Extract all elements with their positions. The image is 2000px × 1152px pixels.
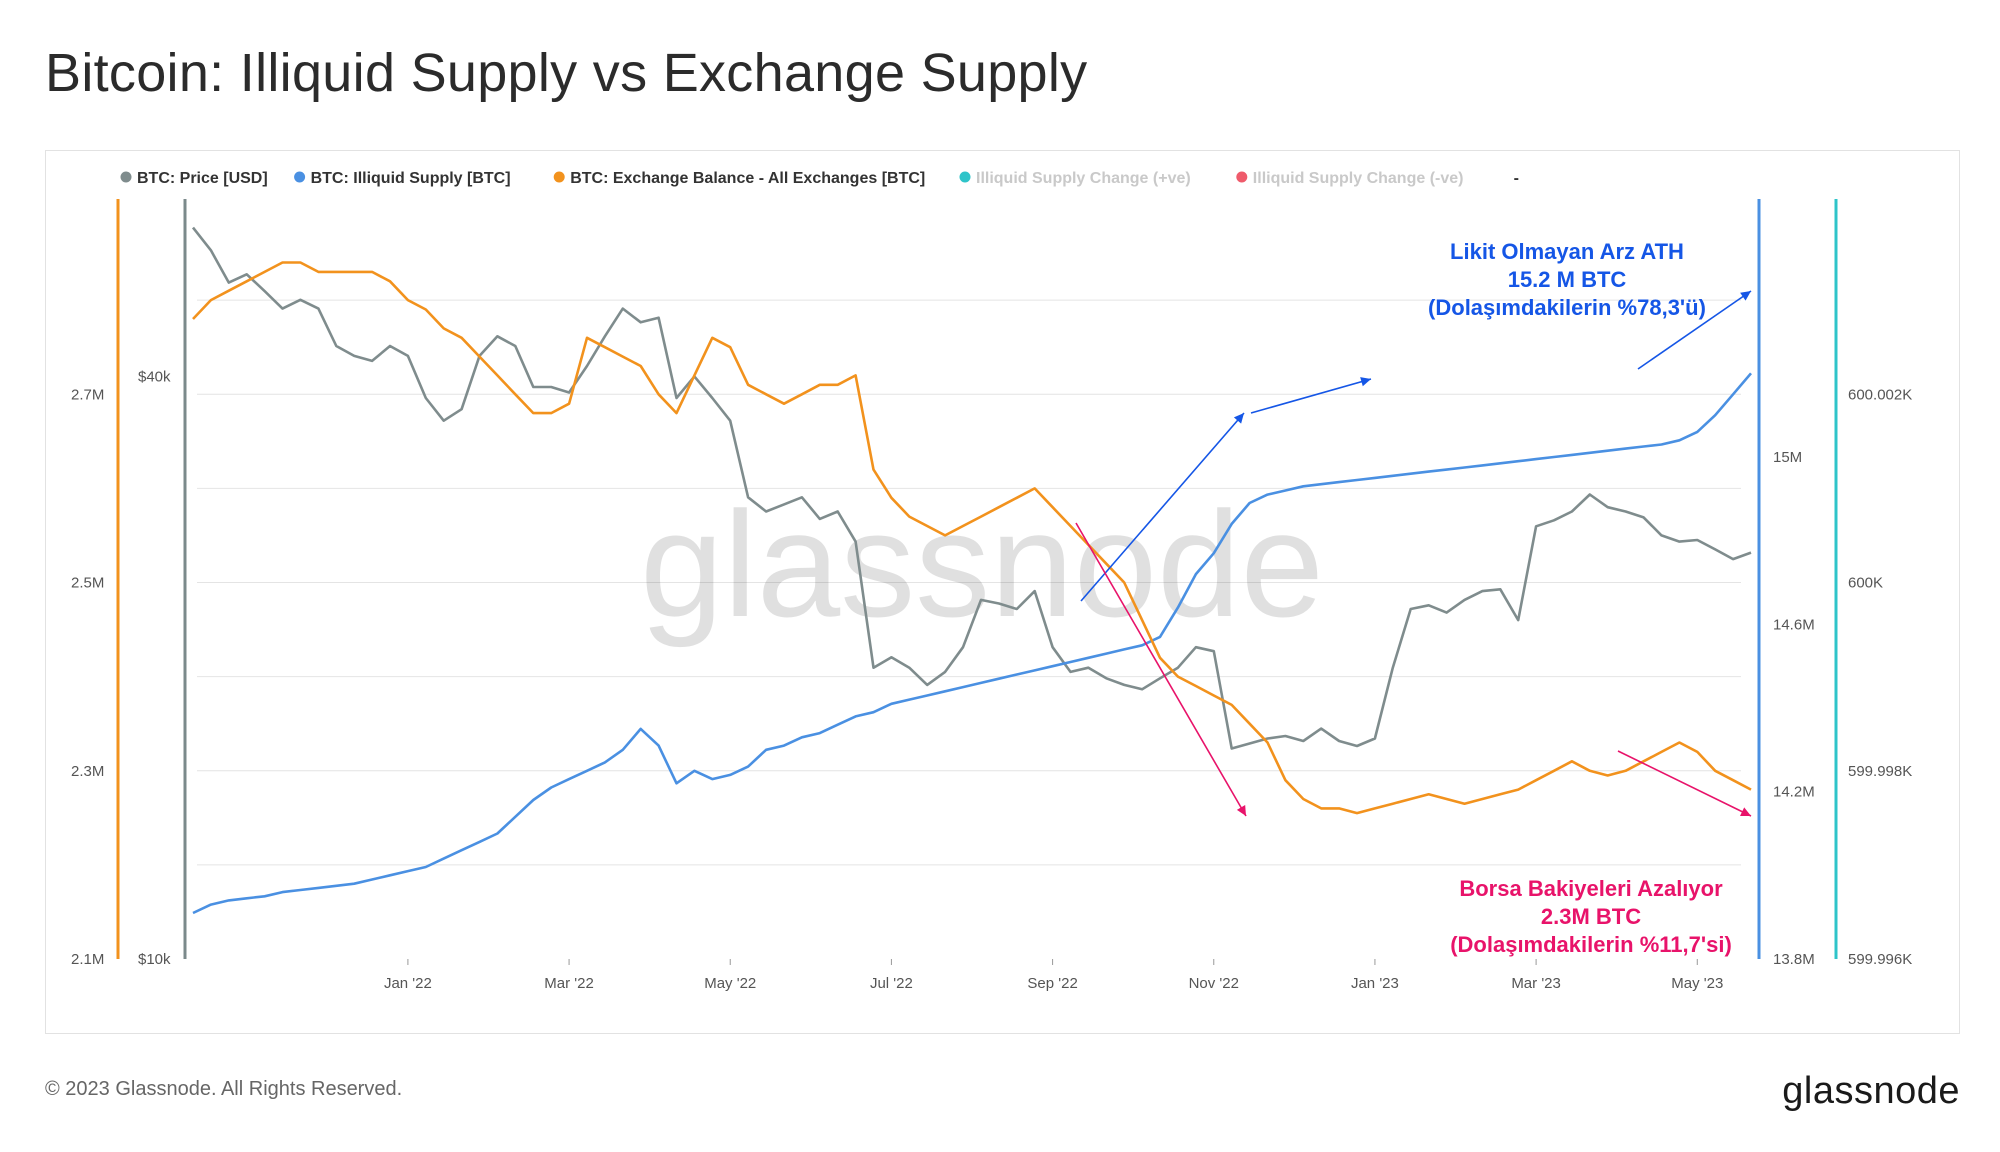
legend-marker-0[interactable] xyxy=(120,171,132,183)
x-tick-label-8: May '23 xyxy=(1671,975,1723,992)
x-tick-label-7: Mar '23 xyxy=(1511,975,1561,992)
y-tick-illiquid-2: 14.6M xyxy=(1773,616,1815,633)
y-tick-illiquid-1: 14.2M xyxy=(1773,784,1815,801)
x-tick-label-0: Jan '22 xyxy=(384,975,432,992)
arrow-illiquid-plateau-head xyxy=(1360,377,1371,387)
arrow-illiquid-rise xyxy=(1080,412,1245,602)
chart-frame: glassnode 2.1M 2.3M 2.5M 2.7M $10k $40k 13.8M 14… xyxy=(45,150,1960,1034)
legend-label-2[interactable]: BTC: Exchange Balance - All Exchanges [B… xyxy=(570,170,925,187)
legend-label-0[interactable]: BTC: Price [USD] xyxy=(137,170,268,187)
legend-marker-4[interactable] xyxy=(1236,171,1248,183)
legend-label-1[interactable]: BTC: Illiquid Supply [BTC] xyxy=(311,170,511,187)
x-tick-label-3: Jul '22 xyxy=(870,975,913,992)
y-tick-price-0: $10k xyxy=(138,951,171,968)
x-tick-label-1: Mar '22 xyxy=(544,975,594,992)
legend-label-3[interactable]: Illiquid Supply Change (+ve) xyxy=(976,170,1191,187)
arrow-illiquid-rise-head xyxy=(1233,413,1244,424)
y-tick-exchange-0: 2.1M xyxy=(71,951,104,968)
y-tick-price-1: $40k xyxy=(138,368,171,385)
y-tick-exchange-2: 2.5M xyxy=(71,575,104,592)
y-tick-illiquid-0: 13.8M xyxy=(1773,951,1815,968)
legend-marker-2[interactable] xyxy=(553,171,565,183)
exchange-balance-series-line[interactable] xyxy=(192,261,1752,815)
chart-svg[interactable]: glassnode 2.1M 2.3M 2.5M 2.7M $10k $40k 13.8M 14… xyxy=(46,151,1961,1035)
y-tick-exchange-3: 2.7M xyxy=(71,386,104,403)
legend-marker-1[interactable] xyxy=(294,171,306,183)
illiquid-supply-series-line[interactable] xyxy=(192,372,1752,915)
watermark-text: glassnode xyxy=(640,480,1324,648)
x-tick-label-5: Nov '22 xyxy=(1189,975,1239,992)
price-series-line[interactable] xyxy=(191,226,1752,750)
y-tick-exchange-1: 2.3M xyxy=(71,763,104,780)
annotation-exchange-line-1: 2.3M BTC xyxy=(1541,904,1641,929)
annotation-illiquid-line-0: Likit Olmayan Arz ATH xyxy=(1450,239,1684,264)
annotation-exchange-line-2: (Dolaşımdakilerin %11,7'si) xyxy=(1450,932,1732,957)
legend-marker-3[interactable] xyxy=(959,171,971,183)
arrow-illiquid-ath xyxy=(1637,290,1752,370)
x-tick-label-6: Jan '23 xyxy=(1351,975,1399,992)
annotation-illiquid-line-2: (Dolaşımdakilerin %78,3'ü) xyxy=(1428,295,1706,320)
arrow-exchange-decline-head xyxy=(1740,807,1751,816)
y-tick-illiquid-3: 15M xyxy=(1773,449,1802,466)
arrow-illiquid-plateau xyxy=(1250,378,1372,414)
y-tick-change-1: 599.998K xyxy=(1848,763,1912,780)
footer-copyright: © 2023 Glassnode. All Rights Reserved. xyxy=(45,1078,403,1100)
x-tick-label-2: May '22 xyxy=(704,975,756,992)
page-title: Bitcoin: Illiquid Supply vs Exchange Sup… xyxy=(45,43,1088,103)
y-tick-change-0: 599.996K xyxy=(1848,951,1912,968)
y-tick-change-3: 600.002K xyxy=(1848,386,1912,403)
y-tick-change-2: 600K xyxy=(1848,575,1883,592)
annotation-illiquid-line-1: 15.2 M BTC xyxy=(1508,267,1627,292)
x-tick-label-4: Sep '22 xyxy=(1027,975,1077,992)
legend-label-5[interactable]: - xyxy=(1514,170,1519,187)
arrow-exchange-decline xyxy=(1617,750,1752,817)
footer-brand-logo[interactable]: glassnode xyxy=(1782,1070,1960,1112)
arrow-exchange-drop xyxy=(1075,522,1247,817)
legend-label-4[interactable]: Illiquid Supply Change (-ve) xyxy=(1253,170,1464,187)
annotation-exchange-line-0: Borsa Bakiyeleri Azalıyor xyxy=(1459,876,1723,901)
arrow-exchange-drop-head xyxy=(1236,805,1246,816)
arrow-illiquid-ath-head xyxy=(1740,291,1751,301)
